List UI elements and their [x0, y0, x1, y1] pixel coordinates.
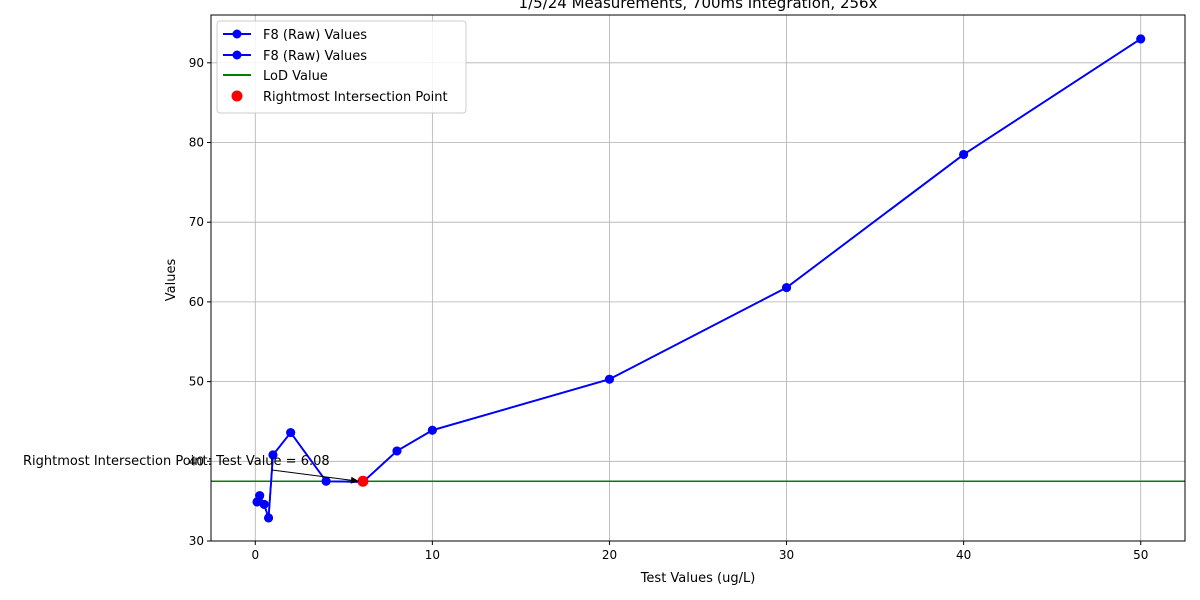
legend-label-lod: LoD Value: [263, 69, 328, 84]
annotation-arrowhead: [350, 476, 359, 484]
series-2-point: [959, 149, 969, 159]
series-2-point: [264, 513, 274, 523]
x-tick-label: 0: [251, 548, 259, 562]
legend-entry-intersection: Rightmost Intersection Point: [231, 90, 448, 105]
y-tick-label: 60: [189, 295, 204, 309]
legend-label-series-1: F8 (Raw) Values: [263, 28, 367, 43]
intersection-point: [357, 475, 369, 487]
chart-title: 1/5/24 Measurements, 700ms Integration, …: [519, 0, 878, 12]
y-tick-label: 70: [189, 215, 204, 229]
plot-area: [211, 34, 1185, 523]
legend-label-intersection: Rightmost Intersection Point: [263, 90, 448, 105]
x-tick-label: 30: [779, 548, 794, 562]
x-tick-label: 40: [956, 548, 971, 562]
series-2-point: [286, 428, 296, 438]
plot-frame: [210, 14, 1186, 542]
series-2-point: [1136, 34, 1146, 44]
series-2-point: [255, 491, 265, 501]
annotation-text: Rightmost Intersection Point: Test Value…: [23, 454, 330, 469]
legend: F8 (Raw) Values F8 (Raw) Values LoD Valu…: [216, 20, 467, 114]
x-tick-label: 20: [602, 548, 617, 562]
legend-marker-intersection: [231, 90, 243, 102]
y-tick-label: 90: [189, 56, 204, 70]
series-2-point: [392, 446, 402, 456]
series-2-point: [259, 499, 269, 509]
series-2-point: [782, 283, 792, 293]
legend-label-series-2: F8 (Raw) Values: [263, 49, 367, 64]
y-tick-label: 80: [189, 136, 204, 150]
legend-entry-lod: LoD Value: [223, 69, 328, 84]
series-2-point: [604, 374, 614, 384]
grid: [211, 15, 1185, 542]
legend-marker-series-1: [232, 29, 242, 39]
y-tick-label: 30: [189, 534, 204, 548]
series-2-point: [427, 425, 437, 435]
annotation-arrow: [271, 469, 360, 482]
legend-marker-series-2: [232, 50, 242, 60]
y-tick-label: 50: [189, 375, 204, 389]
legend-box: [216, 20, 467, 114]
series-2-point: [268, 450, 278, 460]
legend-entry-series-1: F8 (Raw) Values: [223, 28, 367, 43]
annotation: Rightmost Intersection Point: Test Value…: [23, 454, 360, 484]
series-2-point: [321, 476, 331, 486]
x-tick-label: 50: [1133, 548, 1148, 562]
x-tick-label: 10: [425, 548, 440, 562]
legend-entry-series-2: F8 (Raw) Values: [223, 49, 367, 64]
axis-ticks: 0 10 20 30 40 50 30 40 50 60 70 80 90: [189, 56, 1149, 562]
y-axis-label: Values: [164, 259, 179, 302]
y-tick-label: 40: [189, 454, 204, 468]
x-axis-label: Test Values (ug/L): [640, 571, 756, 586]
